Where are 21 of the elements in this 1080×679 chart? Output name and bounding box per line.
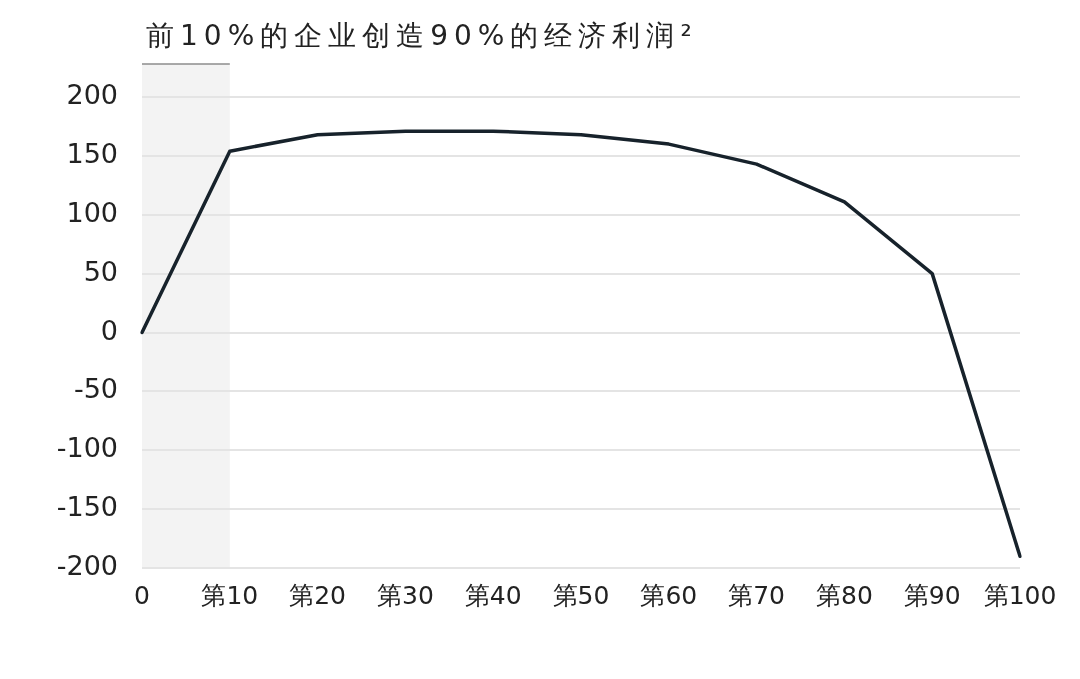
x-tick-label: 第40 (464, 580, 522, 610)
y-tick-label: 200 (66, 79, 118, 111)
x-tick-label: 0 (134, 580, 150, 610)
x-tick-label: 第30 (376, 580, 434, 610)
y-tick-label: 100 (66, 196, 118, 228)
x-tick-label: 第70 (728, 580, 786, 610)
y-tick-label: 50 (83, 255, 118, 287)
chart-title: 前10%的企业创造90%的经济利润² (146, 18, 698, 54)
y-tick-label: 0 (100, 314, 118, 346)
y-tick-label: -50 (73, 373, 118, 405)
x-tick-label: 第50 (552, 580, 610, 610)
y-tick-label: -150 (56, 491, 118, 523)
x-tick-label: 第20 (289, 580, 347, 610)
x-tick-label: 第100 (983, 580, 1057, 610)
x-tick-label: 第60 (640, 580, 698, 610)
y-tick-label: -200 (56, 550, 118, 582)
y-tick-label: -100 (56, 432, 118, 464)
x-tick-label: 第80 (815, 580, 873, 610)
x-tick-label: 第90 (903, 580, 961, 610)
x-tick-label: 第10 (201, 580, 259, 610)
y-tick-label: 150 (66, 137, 118, 169)
